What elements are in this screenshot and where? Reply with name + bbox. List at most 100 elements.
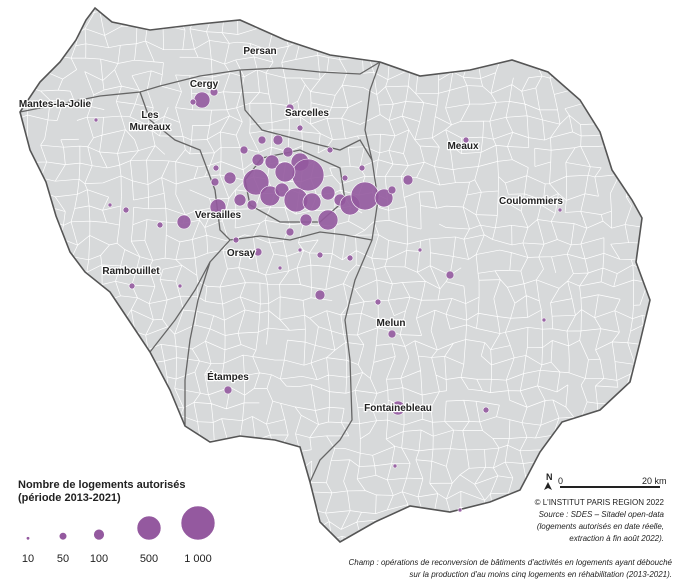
bubble xyxy=(326,146,334,154)
legend-circle xyxy=(58,532,68,541)
legend-circle xyxy=(136,515,162,541)
place-label: Mantes-la-Jolie xyxy=(19,99,92,110)
bubble xyxy=(107,202,113,208)
place-label: Fontainebleau xyxy=(364,403,432,414)
bubble xyxy=(358,164,366,172)
bubble xyxy=(223,385,233,395)
bubble xyxy=(176,214,192,230)
place-label: Sarcelles xyxy=(285,108,329,119)
bubble xyxy=(253,247,263,257)
bubble xyxy=(402,174,414,186)
scale-start: 0 xyxy=(558,476,563,486)
bubble xyxy=(457,507,463,513)
bubble xyxy=(272,134,284,146)
place-label: Les xyxy=(141,110,159,121)
bubble xyxy=(314,289,326,301)
bubble xyxy=(156,221,164,229)
bubble xyxy=(274,161,296,183)
bubble xyxy=(541,317,547,323)
bubble xyxy=(209,87,219,97)
legend-title: (période 2013-2021) xyxy=(18,492,121,504)
north-label: N xyxy=(546,472,553,482)
bubble xyxy=(189,98,197,106)
legend-title: Nombre de logements autorisés xyxy=(18,479,186,491)
bubble xyxy=(317,209,339,231)
department-borders xyxy=(19,61,381,483)
bubble xyxy=(285,227,295,237)
note-line: Champ : opérations de reconversion de bâ… xyxy=(349,558,673,567)
bubble xyxy=(291,158,325,192)
place-label: Persan xyxy=(243,46,276,57)
legend-circle xyxy=(180,505,216,541)
credit: extraction à fin août 2022). xyxy=(569,534,664,543)
bubble xyxy=(445,270,455,280)
legend-circle xyxy=(93,528,105,541)
bubble xyxy=(557,207,563,213)
note-line: sur la production d'au moins cinq logeme… xyxy=(409,570,672,579)
place-label: Melun xyxy=(377,318,406,329)
scale-bar: N 0 20 km xyxy=(544,472,667,490)
bubble xyxy=(390,400,406,416)
bubble xyxy=(346,254,354,262)
legend-label: 1 000 xyxy=(184,553,212,565)
bubble xyxy=(177,283,183,289)
bubble xyxy=(482,406,490,414)
legend-label: 500 xyxy=(140,553,158,565)
bubble xyxy=(233,193,247,207)
credit: Source : SDES – Sitadel open-data xyxy=(539,510,665,519)
bubble xyxy=(417,247,423,253)
place-label: Meaux xyxy=(447,141,479,152)
bubble xyxy=(251,153,265,167)
bubble xyxy=(374,298,382,306)
bubble xyxy=(282,146,294,158)
bubble xyxy=(277,265,283,271)
credits: © L'INSTITUT PARIS REGION 2022 Source : … xyxy=(535,498,665,543)
scale-end: 20 km xyxy=(642,476,667,486)
bubble xyxy=(316,251,324,259)
bubble xyxy=(392,463,398,469)
bubble xyxy=(264,154,280,170)
bubble xyxy=(242,168,270,196)
bubble xyxy=(128,282,136,290)
bubble xyxy=(374,188,394,208)
legend-circle xyxy=(25,536,30,541)
bubbles xyxy=(93,87,563,513)
bubble xyxy=(350,181,380,211)
bubble xyxy=(246,199,258,211)
bubble xyxy=(223,171,237,185)
bubble xyxy=(341,174,349,182)
legend: Nombre de logements autorisés (période 2… xyxy=(18,479,216,565)
bubble xyxy=(462,136,470,144)
bubble xyxy=(257,135,267,145)
bubble xyxy=(285,103,295,113)
place-label: Cergy xyxy=(190,79,219,90)
credit: © L'INSTITUT PARIS REGION 2022 xyxy=(535,498,665,507)
bubble xyxy=(320,185,336,201)
bubble xyxy=(209,198,227,216)
place-label: Mureaux xyxy=(129,122,171,133)
bubble xyxy=(296,124,304,132)
north-arrow xyxy=(544,482,552,490)
bubble xyxy=(210,177,220,187)
bubble xyxy=(302,192,322,212)
place-label: Rambouillet xyxy=(102,266,160,277)
bubble xyxy=(239,145,249,155)
bubble xyxy=(122,206,130,214)
bubble xyxy=(193,91,211,109)
place-label: Étampes xyxy=(207,370,249,383)
legend-label: 10 xyxy=(22,553,34,565)
bubble xyxy=(299,213,313,227)
bubble xyxy=(93,117,99,123)
place-label: Versailles xyxy=(195,210,242,221)
place-label: Coulommiers xyxy=(499,196,563,207)
legend-label: 50 xyxy=(57,553,69,565)
bubble xyxy=(297,247,303,253)
bubble xyxy=(232,236,240,244)
note: Champ : opérations de reconversion de bâ… xyxy=(349,558,673,579)
bubble xyxy=(212,164,220,172)
bubble xyxy=(387,329,397,339)
bubble xyxy=(387,185,397,195)
